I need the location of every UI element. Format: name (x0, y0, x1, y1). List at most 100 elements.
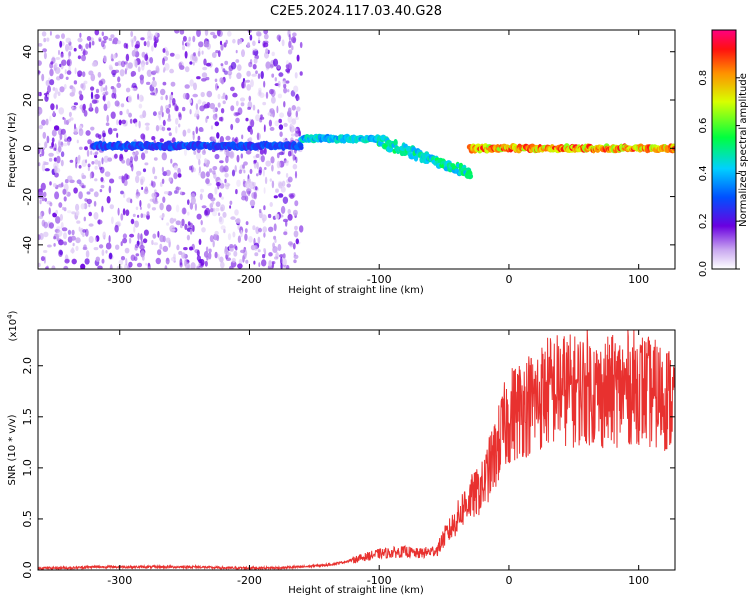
spectrogram-noise-speckle (175, 126, 178, 134)
spectrogram-noise-speckle (158, 111, 162, 115)
spectrogram-noise-speckle (201, 78, 207, 82)
spectrogram-noise-speckle (247, 106, 252, 110)
spectrogram-noise-speckle (144, 186, 149, 192)
spectrogram-noise-speckle (139, 244, 145, 250)
spectrogram-noise-speckle (224, 178, 227, 184)
spectrogram-noise-speckle (141, 63, 145, 71)
x-tick-label: -100 (367, 574, 392, 587)
spectrogram-noise-speckle (174, 53, 181, 60)
spectrogram-noise-speckle (147, 262, 151, 267)
spectrogram-noise-speckle (62, 116, 65, 120)
spectrogram-noise-speckle (211, 200, 215, 205)
spectrogram-noise-speckle (237, 263, 243, 269)
spectrogram-noise-speckle (257, 73, 261, 80)
spectrogram-noise-speckle (134, 243, 139, 249)
spectrogram-noise-speckle (251, 73, 257, 77)
spectrogram-noise-speckle (81, 159, 87, 167)
spectrogram-noise-speckle (201, 149, 206, 155)
spectrogram-noise-speckle (86, 36, 92, 41)
spectrogram-noise-speckle (192, 132, 195, 141)
spectrogram-noise-speckle (135, 194, 139, 199)
spectrogram-noise-speckle (60, 159, 64, 167)
spectrogram-noise-speckle (215, 182, 221, 187)
spectrogram-noise-speckle (135, 206, 139, 211)
snr-plot-area (38, 330, 675, 570)
spectrogram-noise-speckle (63, 265, 69, 269)
spectrogram-noise-speckle (90, 150, 93, 156)
y-tick-label: 1.0 (21, 459, 34, 477)
spectrogram-noise-speckle (172, 98, 176, 105)
spectrogram-noise-speckle (220, 63, 224, 67)
spectrogram-noise-speckle (262, 168, 265, 177)
spectrogram-noise-speckle (116, 119, 119, 126)
spectrogram-noise-speckle (267, 112, 271, 116)
spectrogram-noise-speckle (94, 106, 99, 114)
spectrogram-noise-speckle (272, 58, 279, 67)
spectrogram-noise-speckle (117, 207, 120, 216)
spectrogram-noise-speckle (197, 50, 201, 57)
spectrogram-noise-speckle (295, 238, 299, 245)
spectrogram-noise-speckle (223, 42, 227, 48)
spectrogram-noise-speckle (192, 225, 195, 232)
spectrogram-noise-speckle (135, 150, 139, 156)
spectrogram-noise-speckle (220, 204, 226, 212)
snr-x-ticks: -300 -200 -100 0 100 (107, 330, 649, 587)
spectrogram-noise-speckle (269, 202, 273, 207)
spectrogram-noise-speckle (270, 156, 275, 164)
spectrogram-noise-speckle (263, 232, 266, 238)
spectrogram-noise-speckle (292, 163, 298, 170)
spectrogram-noise-speckle (83, 110, 88, 117)
spectrogram-noise-speckle (275, 188, 279, 193)
spectrogram-noise-speckle (38, 234, 41, 241)
spectrogram-noise-speckle (90, 126, 95, 131)
spectrogram-noise-speckle (83, 216, 87, 222)
spectrogram-noise-speckle (43, 52, 47, 60)
spectrogram-noise-speckle (133, 155, 139, 162)
spectrogram-noise-speckle (119, 155, 124, 162)
spectrogram-noise-speckle (159, 138, 164, 143)
spectrogram-x-ticks: -300 -200 -100 0 100 (107, 30, 649, 286)
spectrogram-noise-speckle (105, 242, 112, 250)
spectrogram-noise-speckle (138, 120, 141, 129)
spectrogram-noise-speckle (192, 35, 196, 43)
spectrogram-noise-speckle (102, 231, 106, 239)
spectrogram-noise-speckle (223, 165, 229, 173)
spectrogram-noise-speckle (292, 37, 296, 44)
spectrogram-noise-speckle (187, 199, 190, 206)
spectrogram-noise-speckle (244, 228, 248, 234)
spectrogram-noise-speckle (94, 151, 99, 155)
spectrogram-noise-speckle (152, 70, 158, 74)
spectrogram-y-axis-label: Frequency (Hz) (7, 112, 18, 188)
spectrogram-noise-speckle (238, 259, 243, 265)
y-tick-label: 0.5 (21, 510, 34, 528)
spectrogram-noise-speckle (270, 89, 276, 98)
figure-title: C2E5.2024.117.03.40.G28 (270, 4, 442, 19)
spectrogram-noise-speckle (161, 111, 164, 118)
spectrogram-noise-speckle (193, 150, 197, 155)
spectrogram-noise-speckle (282, 253, 286, 259)
spectrogram-noise-speckle (268, 260, 272, 267)
spectrogram-noise-speckle (56, 226, 61, 230)
spectrogram-noise-speckle (174, 30, 180, 34)
spectrogram-noise-speckle (224, 173, 229, 178)
spectrogram-noise-speckle (54, 67, 61, 74)
spectrogram-noise-speckle (111, 92, 115, 99)
spectrogram-noise-speckle (245, 180, 251, 189)
x-tick-label: 0 (505, 273, 512, 286)
spectrogram-noise-speckle (187, 221, 191, 226)
spectrogram-noise-speckle (165, 94, 168, 101)
spectrogram-noise-speckle (230, 105, 235, 112)
spectrogram-noise-speckle (150, 92, 156, 96)
spectrogram-noise-speckle (125, 209, 130, 216)
spectrogram-noise-speckle (263, 80, 266, 88)
spectrogram-noise-speckle (40, 256, 45, 262)
spectrogram-noise-speckle (94, 165, 98, 170)
x-tick-label: 0 (505, 574, 512, 587)
spectrogram-noise-speckle (108, 185, 112, 194)
spectrogram-noise-speckle (209, 102, 215, 110)
spectrogram-noise-speckle (41, 219, 46, 227)
spectrogram-noise-speckle (189, 99, 192, 104)
spectrogram-noise-speckle (231, 169, 236, 177)
spectrogram-noise-speckle (197, 99, 202, 105)
spectrogram-noise-speckle (263, 205, 266, 211)
